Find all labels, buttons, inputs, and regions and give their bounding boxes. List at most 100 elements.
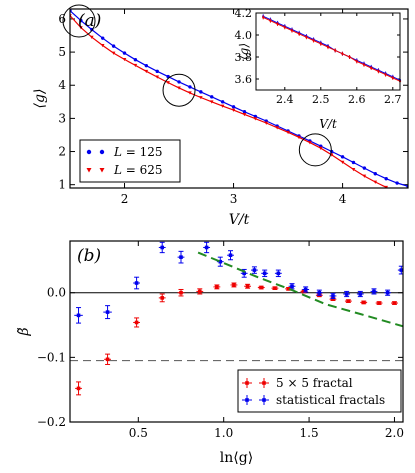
y-tick-label: 3 <box>58 111 66 125</box>
data-point <box>275 126 279 130</box>
data-point <box>303 287 308 292</box>
data-point <box>362 166 367 170</box>
y-tick-label: 2 <box>58 145 66 159</box>
inset-series-line <box>262 16 401 82</box>
legend-entry-var: L <box>113 145 122 159</box>
panel-b-y-axis-label: β̃ <box>16 327 32 336</box>
legend-marker <box>86 168 92 173</box>
data-point <box>331 297 335 301</box>
data-point <box>231 105 236 109</box>
data-point <box>273 286 277 290</box>
data-point <box>179 290 183 295</box>
y-tick-label: 4.2 <box>235 7 253 20</box>
data-point <box>346 299 351 303</box>
data-point <box>372 289 376 294</box>
inset-data-point <box>298 32 301 36</box>
panel-a-ticks: 2 3 4 1 2 3 4 5 6 <box>58 9 408 206</box>
data-point <box>155 75 160 79</box>
inset-data-point <box>355 60 358 63</box>
legend-entry-text: = 125 <box>122 145 163 159</box>
data-point <box>331 294 335 298</box>
inset-data-point <box>319 42 322 45</box>
panel-b-frame <box>69 240 404 423</box>
legend-marker <box>86 149 92 155</box>
data-point <box>302 289 306 294</box>
data-point <box>392 301 397 305</box>
data-point <box>79 26 83 30</box>
data-point <box>318 146 323 151</box>
data-point <box>220 100 225 104</box>
data-point <box>209 100 214 104</box>
x-tick-label: 2.4 <box>276 93 294 106</box>
data-point <box>245 284 250 289</box>
data-point <box>111 44 116 48</box>
legend-marker <box>262 398 266 402</box>
data-point <box>344 292 349 296</box>
y-tick-label: 4 <box>58 78 66 92</box>
data-point <box>100 44 105 48</box>
legend-marker <box>245 398 249 402</box>
inset-data-point <box>377 70 380 73</box>
legend-marker <box>262 381 266 385</box>
data-point <box>197 289 202 294</box>
data-point <box>105 310 110 314</box>
data-point <box>262 271 267 276</box>
data-point <box>297 135 301 140</box>
inset-data-point <box>283 26 286 29</box>
data-point <box>286 287 291 291</box>
data-point <box>210 95 214 99</box>
inset-data-point <box>370 66 373 70</box>
legend-marker <box>99 168 105 173</box>
data-point <box>134 281 139 285</box>
panel-a-label: (a) <box>78 11 101 31</box>
data-point <box>199 90 203 94</box>
data-point <box>361 300 366 305</box>
data-point <box>358 292 363 296</box>
data-point <box>232 283 236 287</box>
legend-entry: L = 125 <box>113 145 163 159</box>
data-point <box>231 108 236 112</box>
data-point <box>144 69 149 74</box>
legend-box <box>79 139 181 183</box>
data-point <box>373 180 378 184</box>
panel-a-y-axis-label: ⟨g⟩ <box>32 89 48 109</box>
x-tick-label: 2.7 <box>384 93 402 106</box>
data-point <box>308 141 312 145</box>
data-point <box>105 357 110 362</box>
x-tick-label: 1.5 <box>300 426 319 440</box>
fit-dashed-line <box>197 251 403 328</box>
legend-entry: 5 × 5 fractal <box>276 376 353 390</box>
y-tick-label: 0.0 <box>47 286 66 300</box>
data-point <box>122 57 127 62</box>
inset-data-point <box>348 55 351 59</box>
y-tick-label: 3.6 <box>235 73 253 86</box>
x-tick-label: 1.0 <box>214 426 233 440</box>
data-point <box>351 167 356 172</box>
data-point <box>166 81 170 85</box>
data-point <box>395 181 399 185</box>
inset-data-point <box>341 52 344 55</box>
data-point <box>377 301 381 305</box>
data-point <box>253 117 258 121</box>
data-point <box>122 51 127 55</box>
data-point <box>242 271 246 276</box>
panel-a-x-axis-label: V/t <box>229 212 250 228</box>
legend-entry-text: = 625 <box>122 163 163 177</box>
legend-marker <box>99 149 105 155</box>
panel-b-ticks: 0.5 1.0 1.5 2.0 0.0 −0.1 −0.2 <box>37 241 404 440</box>
y-tick-label: 5 <box>58 45 66 59</box>
data-point <box>264 121 269 125</box>
data-point <box>385 290 390 295</box>
data-point <box>199 96 203 100</box>
panel-a-circles <box>62 4 332 167</box>
data-point <box>218 259 223 264</box>
inset-x-axis-label: V/t <box>319 117 337 131</box>
legend-box <box>237 369 402 413</box>
inset-series <box>262 14 402 84</box>
data-point <box>76 386 81 391</box>
y-tick-label: 3.8 <box>235 51 253 64</box>
data-point <box>242 112 247 117</box>
highlight-circle <box>298 133 332 167</box>
